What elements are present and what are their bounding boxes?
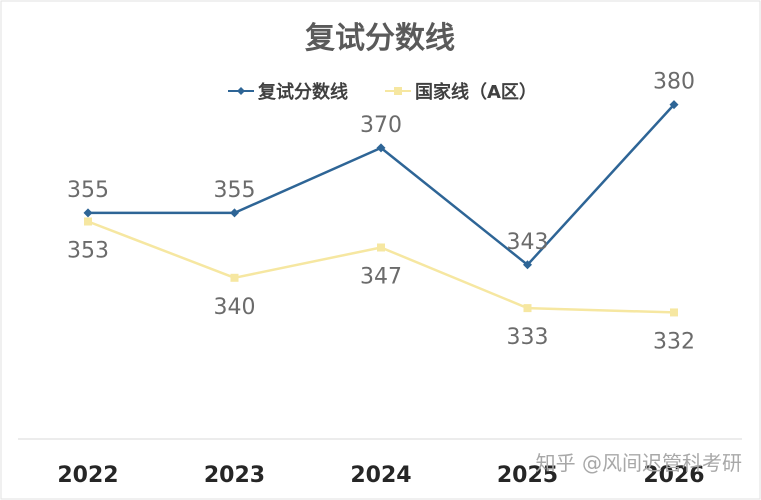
data-labels: 355 355 370 343 380 353 340 347 333 332 xyxy=(67,70,695,355)
data-label-s1-1: 340 xyxy=(214,295,256,320)
point-s0-3 xyxy=(523,260,532,270)
point-s0-1 xyxy=(230,208,239,218)
data-label-s1-2: 347 xyxy=(360,264,402,289)
x-axis-ticks: 2022 2023 2024 2025 2026 xyxy=(57,463,704,488)
data-label-s0-0: 355 xyxy=(67,178,109,203)
legend-marker-1 xyxy=(394,87,402,95)
point-s0-2 xyxy=(376,143,386,153)
data-label-s1-0: 353 xyxy=(67,239,109,264)
point-s1-2 xyxy=(377,243,385,252)
point-s0-0 xyxy=(83,208,93,218)
point-s0-4 xyxy=(669,100,679,110)
legend: 复试分数线 国家线（A区） xyxy=(228,81,537,103)
legend-marker-0 xyxy=(237,87,245,95)
legend-label-1: 国家线（A区） xyxy=(415,81,537,103)
series-layer xyxy=(83,100,679,317)
point-s1-1 xyxy=(230,273,239,282)
x-tick-2025: 2025 xyxy=(497,463,558,488)
data-label-s0-3: 343 xyxy=(507,230,549,255)
point-s1-3 xyxy=(523,304,532,313)
data-label-s1-3: 333 xyxy=(507,325,549,350)
data-label-s0-1: 355 xyxy=(214,178,256,203)
watermark-text: 知乎 @风间迟管科考研 xyxy=(536,451,742,475)
x-tick-2026: 2026 xyxy=(643,463,704,488)
x-tick-2024: 2024 xyxy=(350,463,411,488)
legend-label-0: 复试分数线 xyxy=(257,81,348,103)
data-label-s1-4: 332 xyxy=(653,329,695,354)
x-tick-2022: 2022 xyxy=(57,463,118,488)
data-label-s0-4: 380 xyxy=(653,70,695,95)
point-s1-0 xyxy=(84,217,92,226)
chart-title: 复试分数线 xyxy=(305,21,455,56)
data-label-s0-2: 370 xyxy=(360,113,402,138)
x-tick-2023: 2023 xyxy=(204,463,265,488)
point-s1-4 xyxy=(670,308,678,317)
